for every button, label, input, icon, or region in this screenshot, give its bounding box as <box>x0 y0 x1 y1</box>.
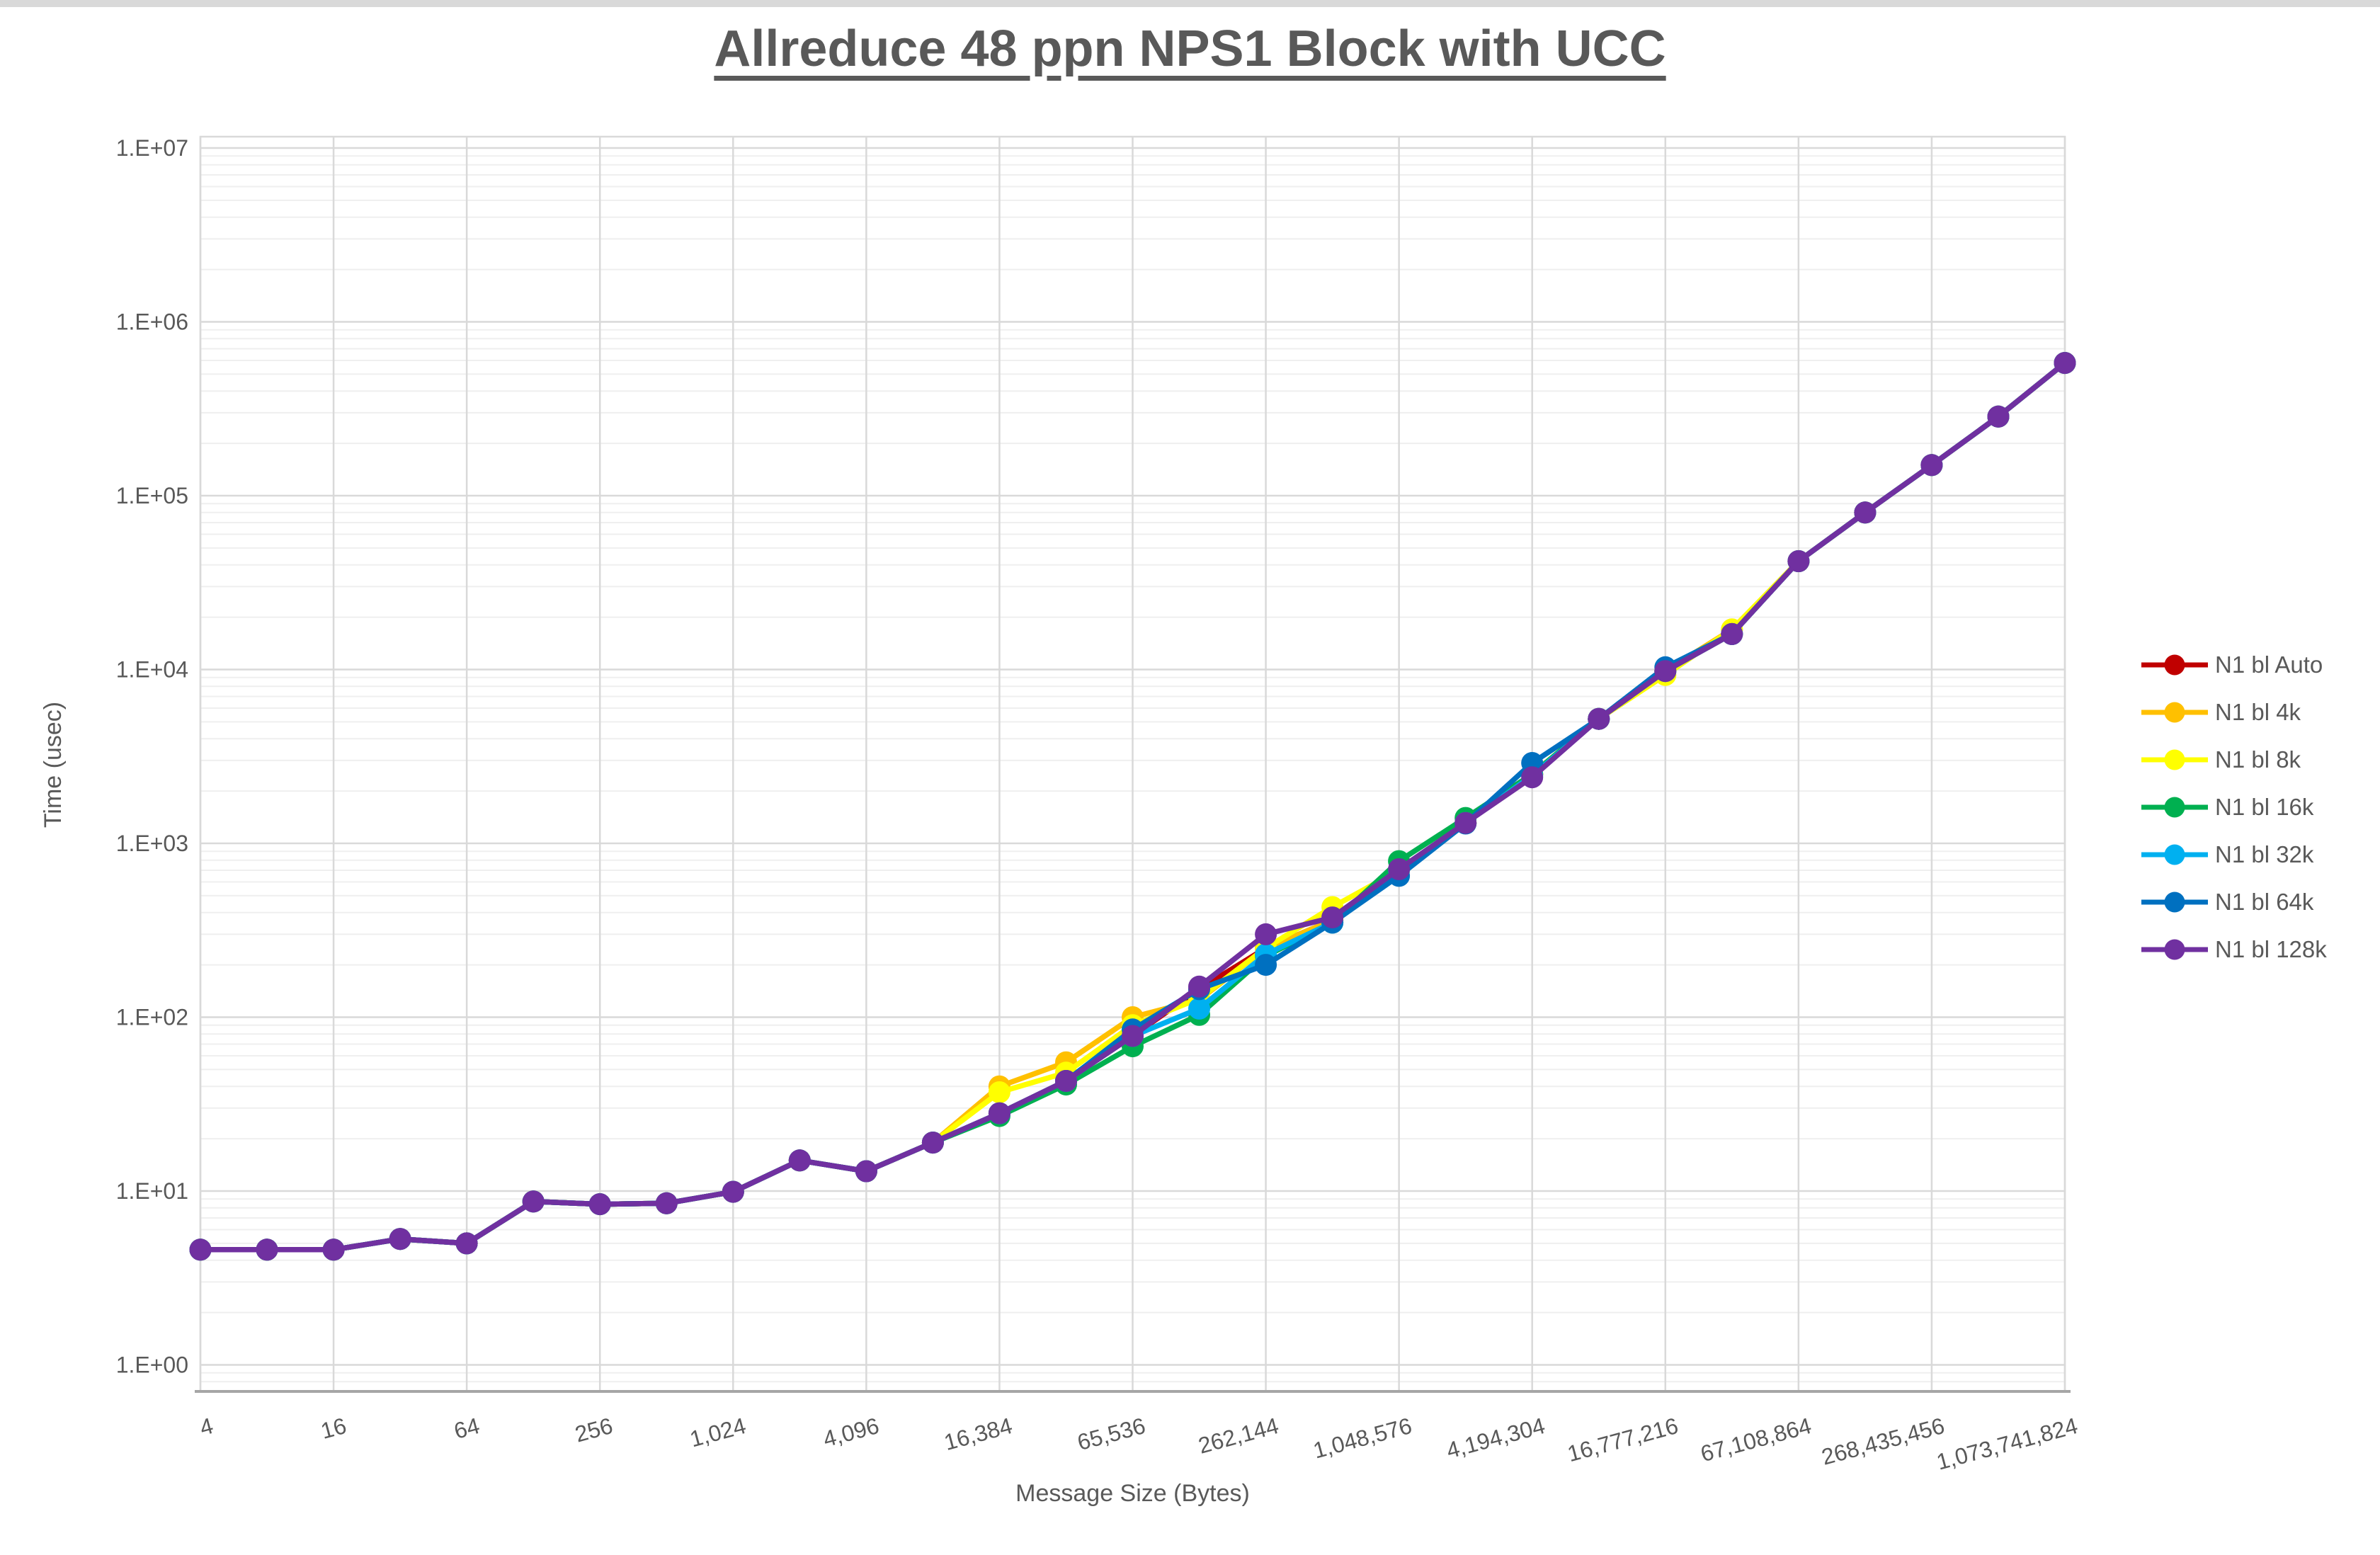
y-tick-label: 1.E+03 <box>116 831 188 856</box>
data-point-n1-bl-128k <box>1388 858 1411 880</box>
legend-item-n1-bl-32k[interactable]: N1 bl 32k <box>2140 831 2327 878</box>
window-edge-strip <box>0 0 2380 7</box>
x-tick-label: 4,096 <box>821 1413 882 1452</box>
data-point-n1-bl-128k <box>1521 766 1544 789</box>
x-tick-label: 64 <box>451 1413 482 1444</box>
data-point-n1-bl-64k <box>1255 954 1277 976</box>
x-axis-title: Message Size (Bytes) <box>1015 1480 1250 1507</box>
y-tick-label: 1.E+06 <box>116 309 188 335</box>
legend-marker-icon <box>2164 654 2185 675</box>
data-point-n1-bl-128k <box>1721 622 1743 645</box>
data-point-n1-bl-128k <box>1920 454 1943 477</box>
legend-item-n1-bl-16k[interactable]: N1 bl 16k <box>2140 783 2327 831</box>
legend-swatch-n1-bl-8k <box>2141 749 2208 770</box>
data-point-n1-bl-128k <box>1787 550 1810 572</box>
data-point-n1-bl-8k <box>988 1081 1010 1103</box>
y-tick-label: 1.E+01 <box>116 1178 188 1204</box>
legend-swatch-n1-bl-auto <box>2141 654 2208 675</box>
data-point-n1-bl-128k <box>256 1238 278 1261</box>
legend-item-n1-bl-64k[interactable]: N1 bl 64k <box>2140 878 2327 925</box>
legend-item-label: N1 bl 16k <box>2215 793 2314 820</box>
x-tick-label: 262,144 <box>1195 1413 1281 1459</box>
data-point-n1-bl-128k <box>1188 975 1210 998</box>
y-axis-title: Time (usec) <box>40 701 67 828</box>
data-point-n1-bl-128k <box>389 1228 411 1251</box>
legend-item-n1-bl-128k[interactable]: N1 bl 128k <box>2140 925 2327 973</box>
data-point-n1-bl-32k <box>1188 997 1210 1020</box>
legend-item-n1-bl-4k[interactable]: N1 bl 4k <box>2140 688 2327 736</box>
legend-item-label: N1 bl Auto <box>2215 651 2323 678</box>
x-tick-label: 16,384 <box>941 1413 1015 1455</box>
legend-swatch-n1-bl-128k <box>2141 939 2208 959</box>
data-point-n1-bl-128k <box>1321 906 1344 929</box>
legend-marker-icon <box>2164 892 2185 912</box>
legend-item-label: N1 bl 64k <box>2215 888 2314 915</box>
data-point-n1-bl-128k <box>921 1132 944 1154</box>
legend-marker-icon <box>2164 797 2185 817</box>
data-point-n1-bl-128k <box>655 1192 678 1214</box>
data-point-n1-bl-128k <box>189 1238 212 1261</box>
legend-marker-icon <box>2164 844 2185 865</box>
x-tick-label: 1,073,741,824 <box>1934 1413 2080 1475</box>
x-tick-label: 268,435,456 <box>1819 1413 1947 1470</box>
y-tick-label: 1.E+00 <box>116 1352 188 1378</box>
data-point-n1-bl-128k <box>1122 1025 1144 1047</box>
x-tick-label: 1,048,576 <box>1311 1413 1415 1464</box>
y-tick-label: 1.E+05 <box>116 483 188 508</box>
data-point-n1-bl-128k <box>1454 811 1477 834</box>
data-point-n1-bl-128k <box>1255 923 1277 945</box>
series-markers-n1-bl-128k <box>189 352 2076 1261</box>
legend-item-label: N1 bl 4k <box>2215 698 2301 725</box>
x-tick-label: 4 <box>197 1413 216 1440</box>
legend-swatch-n1-bl-64k <box>2141 892 2208 912</box>
x-tick-label: 256 <box>572 1413 615 1447</box>
data-point-n1-bl-128k <box>455 1232 478 1255</box>
x-tick-label: 16,777,216 <box>1565 1413 1681 1466</box>
legend: N1 bl Auto N1 bl 4k N1 bl 8k N1 bl 16k N1 bl… <box>2140 641 2327 973</box>
data-point-n1-bl-128k <box>522 1190 545 1213</box>
legend-item-label: N1 bl 128k <box>2215 935 2327 962</box>
y-tick-label: 1.E+04 <box>116 657 188 683</box>
x-tick-label: 1,024 <box>687 1413 748 1452</box>
plot-border <box>195 135 2071 1393</box>
x-tick-label: 65,536 <box>1074 1413 1148 1455</box>
data-point-n1-bl-128k <box>855 1160 877 1183</box>
y-tick-label: 1.E+07 <box>116 135 188 161</box>
legend-marker-icon <box>2164 702 2185 722</box>
data-point-n1-bl-128k <box>322 1238 345 1261</box>
x-tick-label: 67,108,864 <box>1698 1413 1814 1466</box>
data-point-n1-bl-128k <box>1055 1070 1077 1092</box>
x-tick-label: 4,194,304 <box>1444 1413 1548 1464</box>
data-series <box>189 352 2076 1261</box>
legend-swatch-n1-bl-32k <box>2141 844 2208 865</box>
data-point-n1-bl-128k <box>1588 707 1610 730</box>
data-point-n1-bl-128k <box>988 1102 1010 1124</box>
legend-swatch-n1-bl-16k <box>2141 797 2208 817</box>
data-point-n1-bl-128k <box>788 1149 811 1172</box>
data-point-n1-bl-128k <box>1854 501 1877 524</box>
data-point-n1-bl-128k <box>588 1193 611 1216</box>
legend-item-label: N1 bl 8k <box>2215 746 2301 773</box>
legend-swatch-n1-bl-4k <box>2141 702 2208 722</box>
data-point-n1-bl-128k <box>1987 405 2010 428</box>
legend-marker-icon <box>2164 749 2185 770</box>
x-tick-label: 16 <box>318 1413 349 1444</box>
data-point-n1-bl-128k <box>2054 352 2076 375</box>
plot-area[interactable] <box>200 137 2065 1391</box>
legend-marker-icon <box>2164 939 2185 959</box>
legend-item-n1-bl-auto[interactable]: N1 bl Auto <box>2140 641 2327 688</box>
chart-title: Allreduce 48 ppn NPS1 Block with UCC <box>714 21 1666 77</box>
data-point-n1-bl-128k <box>722 1180 744 1203</box>
legend-item-n1-bl-8k[interactable]: N1 bl 8k <box>2140 736 2327 783</box>
data-point-n1-bl-128k <box>1654 660 1677 683</box>
y-tick-label: 1.E+02 <box>116 1005 188 1030</box>
legend-item-label: N1 bl 32k <box>2215 841 2314 867</box>
